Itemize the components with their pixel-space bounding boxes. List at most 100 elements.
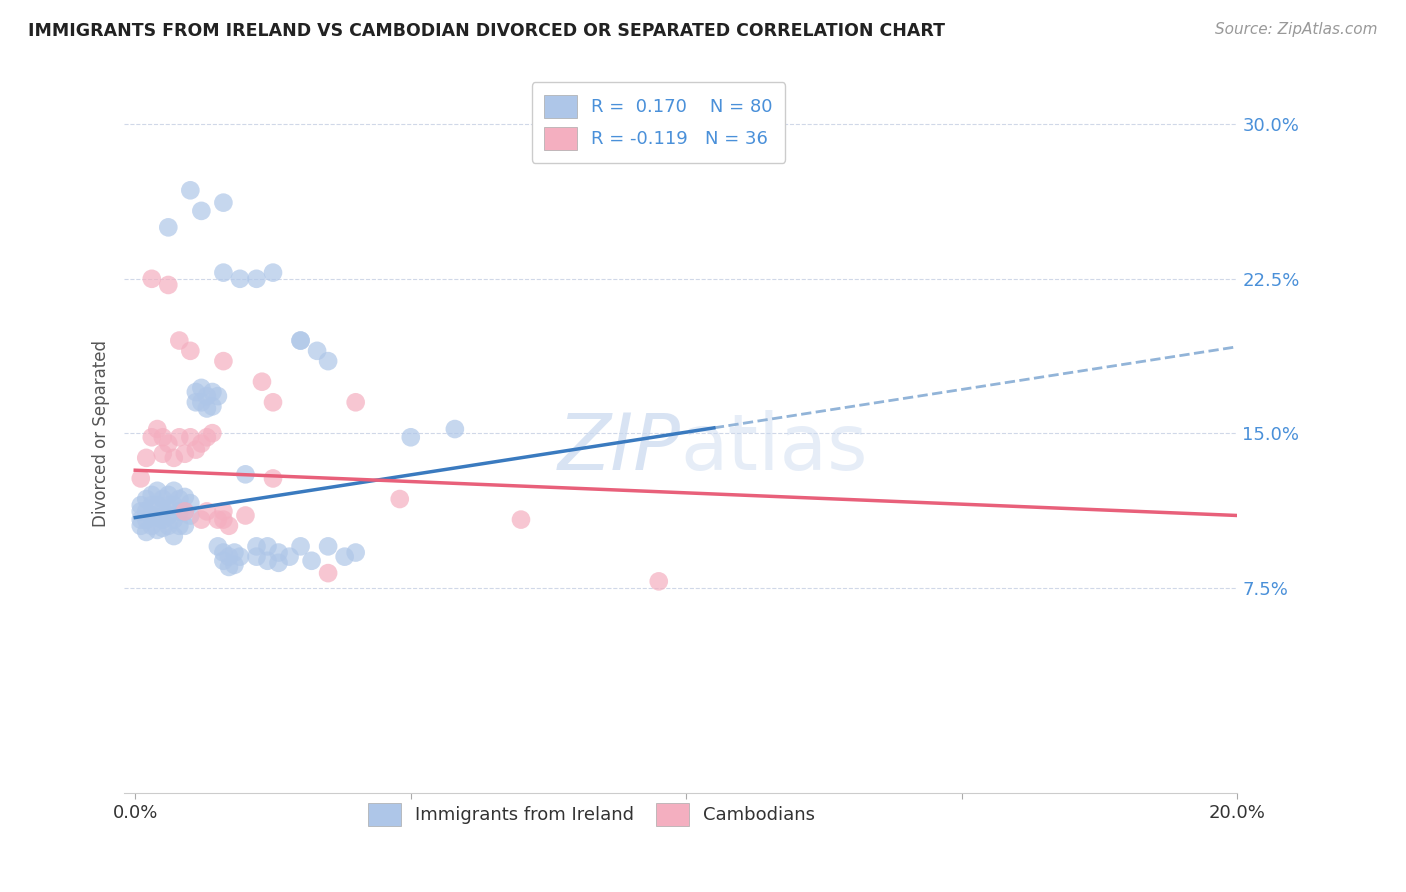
Point <box>195 504 218 518</box>
Point <box>184 395 207 409</box>
Point <box>179 496 201 510</box>
Point <box>267 545 290 559</box>
Point <box>235 508 257 523</box>
Point <box>267 556 290 570</box>
Point <box>129 471 152 485</box>
Point <box>278 549 301 564</box>
Point <box>648 574 671 589</box>
Point <box>173 504 195 518</box>
Point <box>316 354 339 368</box>
Point <box>135 513 157 527</box>
Point <box>173 518 195 533</box>
Text: IMMIGRANTS FROM IRELAND VS CAMBODIAN DIVORCED OR SEPARATED CORRELATION CHART: IMMIGRANTS FROM IRELAND VS CAMBODIAN DIV… <box>28 22 945 40</box>
Point <box>135 524 157 539</box>
Point <box>152 491 174 506</box>
Point <box>212 513 235 527</box>
Point <box>262 471 284 485</box>
Point <box>163 483 186 498</box>
Point <box>444 422 467 436</box>
Point <box>195 401 218 416</box>
Point <box>163 529 186 543</box>
Point <box>141 430 163 444</box>
Point <box>207 540 229 554</box>
Point <box>152 502 174 516</box>
Point <box>344 395 367 409</box>
Point <box>195 389 218 403</box>
Point <box>146 422 169 436</box>
Point <box>290 334 312 348</box>
Point <box>152 430 174 444</box>
Point <box>212 354 235 368</box>
Point <box>229 549 252 564</box>
Point <box>135 450 157 465</box>
Point <box>152 521 174 535</box>
Point <box>195 430 218 444</box>
Point <box>207 389 229 403</box>
Point <box>173 447 195 461</box>
Point <box>262 266 284 280</box>
Point <box>129 518 152 533</box>
Point <box>163 513 186 527</box>
Point <box>179 508 201 523</box>
Point <box>129 498 152 512</box>
Point <box>190 381 212 395</box>
Point <box>399 430 422 444</box>
Point <box>212 266 235 280</box>
Text: ZIP: ZIP <box>558 409 681 485</box>
Point <box>129 513 152 527</box>
Point <box>157 518 180 533</box>
Point <box>141 518 163 533</box>
Point <box>224 545 246 559</box>
Point <box>157 488 180 502</box>
Text: atlas: atlas <box>681 409 869 485</box>
Point <box>262 395 284 409</box>
Y-axis label: Divorced or Separated: Divorced or Separated <box>93 340 110 526</box>
Point <box>190 513 212 527</box>
Point <box>141 508 163 523</box>
Point <box>184 384 207 399</box>
Point <box>333 549 356 564</box>
Point <box>157 498 180 512</box>
Point <box>212 504 235 518</box>
Point <box>157 436 180 450</box>
Point <box>146 510 169 524</box>
Text: Source: ZipAtlas.com: Source: ZipAtlas.com <box>1215 22 1378 37</box>
Point <box>307 343 329 358</box>
Point <box>146 498 169 512</box>
Legend: Immigrants from Ireland, Cambodians: Immigrants from Ireland, Cambodians <box>360 794 824 835</box>
Point <box>157 277 180 292</box>
Point <box>316 540 339 554</box>
Point <box>388 491 411 506</box>
Point <box>179 430 201 444</box>
Point <box>201 384 224 399</box>
Point <box>157 220 180 235</box>
Point <box>201 400 224 414</box>
Point <box>290 334 312 348</box>
Point <box>179 183 201 197</box>
Point <box>184 442 207 457</box>
Point <box>201 426 224 441</box>
Point <box>141 498 163 512</box>
Point <box>235 467 257 482</box>
Point <box>245 549 267 564</box>
Point <box>218 560 240 574</box>
Point <box>245 540 267 554</box>
Point <box>510 513 533 527</box>
Point <box>146 523 169 537</box>
Point <box>141 488 163 502</box>
Point <box>179 343 201 358</box>
Point <box>256 540 278 554</box>
Point <box>229 272 252 286</box>
Point <box>173 490 195 504</box>
Point <box>135 491 157 506</box>
Point <box>207 513 229 527</box>
Point <box>212 554 235 568</box>
Point <box>163 450 186 465</box>
Point <box>190 436 212 450</box>
Point <box>224 558 246 572</box>
Point <box>190 395 212 409</box>
Point <box>141 272 163 286</box>
Point <box>250 375 273 389</box>
Point <box>301 554 323 568</box>
Point <box>190 203 212 218</box>
